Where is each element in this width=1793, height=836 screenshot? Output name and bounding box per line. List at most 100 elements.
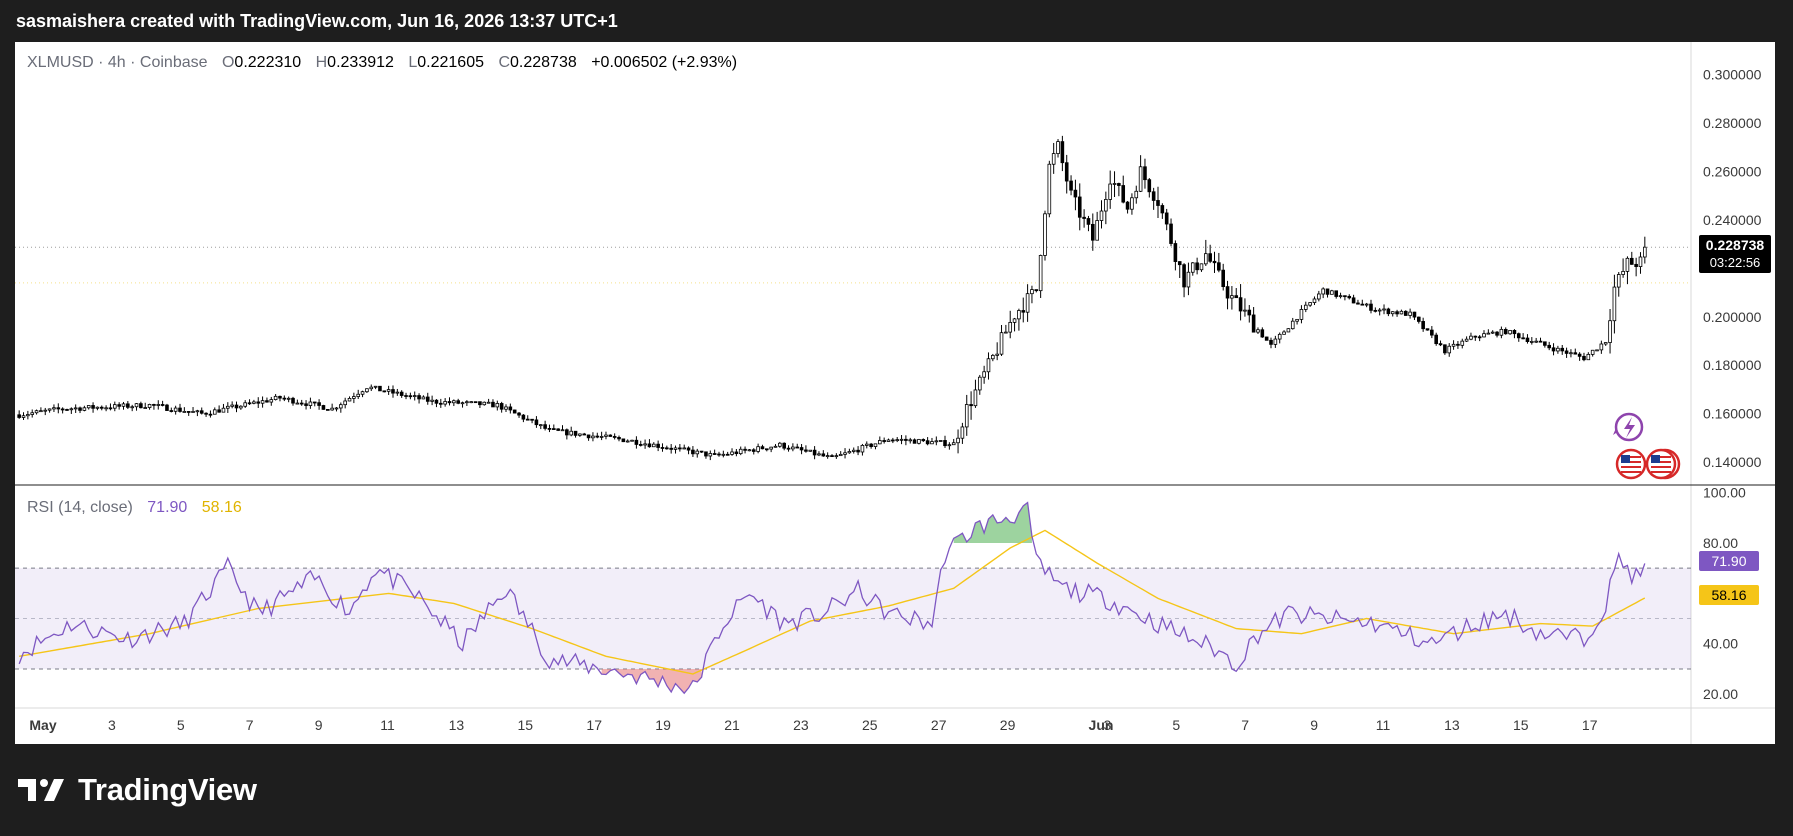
low-label: L: [408, 54, 417, 71]
tradingview-logo-icon: [18, 779, 64, 801]
candle-body: [452, 400, 456, 404]
candle-body: [821, 453, 826, 457]
candle-body: [1343, 295, 1347, 298]
candle-body: [304, 403, 308, 406]
change-value: +0.006502 (+2.93%): [591, 54, 737, 71]
candle-body: [578, 433, 582, 436]
chart-svg[interactable]: XLMUSD · 4h · Coinbase O0.222310 H0.2339…: [15, 42, 1775, 744]
candle-body: [1190, 262, 1195, 273]
candle-body: [1547, 344, 1552, 349]
candle-body: [321, 405, 326, 410]
rsi-ma-value-tag: 58.16: [1699, 585, 1759, 605]
candle-body: [786, 447, 791, 450]
candle-body: [1643, 246, 1647, 258]
candle-body: [560, 429, 565, 432]
candle-body: [91, 405, 95, 409]
candle-body: [512, 409, 517, 414]
us-flag-event-icon[interactable]: [1615, 448, 1647, 480]
price-axis-tick: 0.200000: [1703, 309, 1762, 325]
candle-body: [699, 450, 704, 453]
candle-body: [504, 406, 508, 410]
candle-body: [943, 440, 947, 447]
time-axis-tick: 17: [1582, 717, 1598, 733]
time-axis-tick: 7: [1241, 717, 1249, 733]
candle-body: [860, 445, 865, 453]
candle-body: [1099, 210, 1104, 221]
candle-body: [239, 405, 243, 409]
candle-body: [708, 453, 713, 457]
candle-body: [1286, 328, 1291, 333]
candle-body: [1616, 274, 1621, 288]
candle-body: [212, 409, 217, 415]
candle-body: [1012, 318, 1017, 323]
candle-body: [317, 402, 321, 406]
candle-body: [226, 405, 230, 409]
candle-body: [1043, 213, 1047, 256]
candle-body: [1104, 199, 1108, 212]
candle-body: [834, 455, 839, 458]
rsi-legend-value: 71.90: [147, 499, 187, 516]
candle-body: [308, 401, 313, 406]
time-axis-tick: 19: [655, 717, 671, 733]
rsi-band-background: [15, 568, 1691, 669]
candle-body: [21, 415, 26, 418]
time-axis-tick: 21: [724, 717, 740, 733]
footer-brand: TradingView: [18, 772, 257, 808]
candle-body: [908, 439, 913, 442]
candle-body: [1147, 179, 1152, 193]
chart-panel[interactable]: XLMUSD · 4h · Coinbase O0.222310 H0.2339…: [15, 42, 1775, 744]
candle-body: [625, 440, 630, 443]
high-value: 0.233912: [327, 54, 394, 71]
candle-body: [1047, 163, 1052, 215]
candle-body: [186, 411, 191, 413]
candle-body: [434, 399, 439, 404]
candle-body: [1204, 253, 1208, 265]
close-label: C: [498, 54, 510, 71]
candle-body: [543, 424, 547, 429]
candle-body: [1221, 269, 1226, 288]
candle-body: [1373, 309, 1378, 312]
candle-body: [1247, 309, 1252, 316]
candle-body: [673, 447, 678, 450]
us-flag-event-icon-2[interactable]: [1645, 448, 1681, 480]
candle-body: [1516, 333, 1521, 339]
candle-body: [108, 407, 113, 410]
candle-body: [617, 436, 621, 440]
tradingview-brand-text: TradingView: [78, 772, 257, 807]
rsi-ma-tag-text: 58.16: [1711, 587, 1746, 603]
candle-body: [1521, 337, 1525, 340]
candle-body: [286, 397, 291, 400]
candle-body: [773, 445, 778, 448]
candle-body: [765, 448, 769, 451]
candle-body: [1030, 289, 1034, 295]
candle-body: [982, 371, 986, 378]
candle-body: [395, 391, 400, 394]
candle-body: [295, 402, 300, 405]
candle-body: [1086, 218, 1091, 225]
candle-body: [1369, 303, 1373, 311]
candle-body: [69, 408, 74, 411]
candle-body: [234, 404, 239, 409]
candle-body: [1004, 331, 1008, 334]
candle-body: [808, 449, 813, 452]
candle-body: [1082, 216, 1086, 219]
candle-body: [1038, 255, 1043, 292]
candle-body: [1138, 166, 1143, 192]
lightning-event-icon[interactable]: [1613, 412, 1644, 442]
candle-body: [378, 385, 382, 392]
candle-body: [113, 404, 117, 409]
candle-body: [817, 453, 821, 456]
attribution-header: sasmaishera created with TradingView.com…: [16, 11, 618, 31]
candle-body: [1551, 347, 1556, 352]
candle-body: [425, 396, 430, 402]
candle-body: [491, 401, 495, 408]
candle-body: [569, 430, 573, 436]
candle-body: [582, 433, 587, 436]
candle-body: [930, 441, 934, 445]
candle-body: [1073, 189, 1078, 198]
candle-body: [1386, 308, 1391, 315]
candle-body: [995, 353, 999, 356]
candle-body: [1538, 340, 1543, 343]
candle-body: [256, 401, 261, 404]
candle-body: [1582, 355, 1586, 361]
